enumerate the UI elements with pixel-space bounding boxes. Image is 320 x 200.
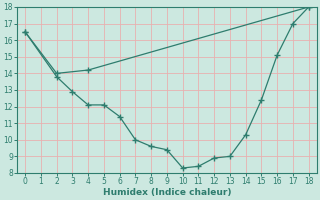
X-axis label: Humidex (Indice chaleur): Humidex (Indice chaleur) — [103, 188, 231, 197]
